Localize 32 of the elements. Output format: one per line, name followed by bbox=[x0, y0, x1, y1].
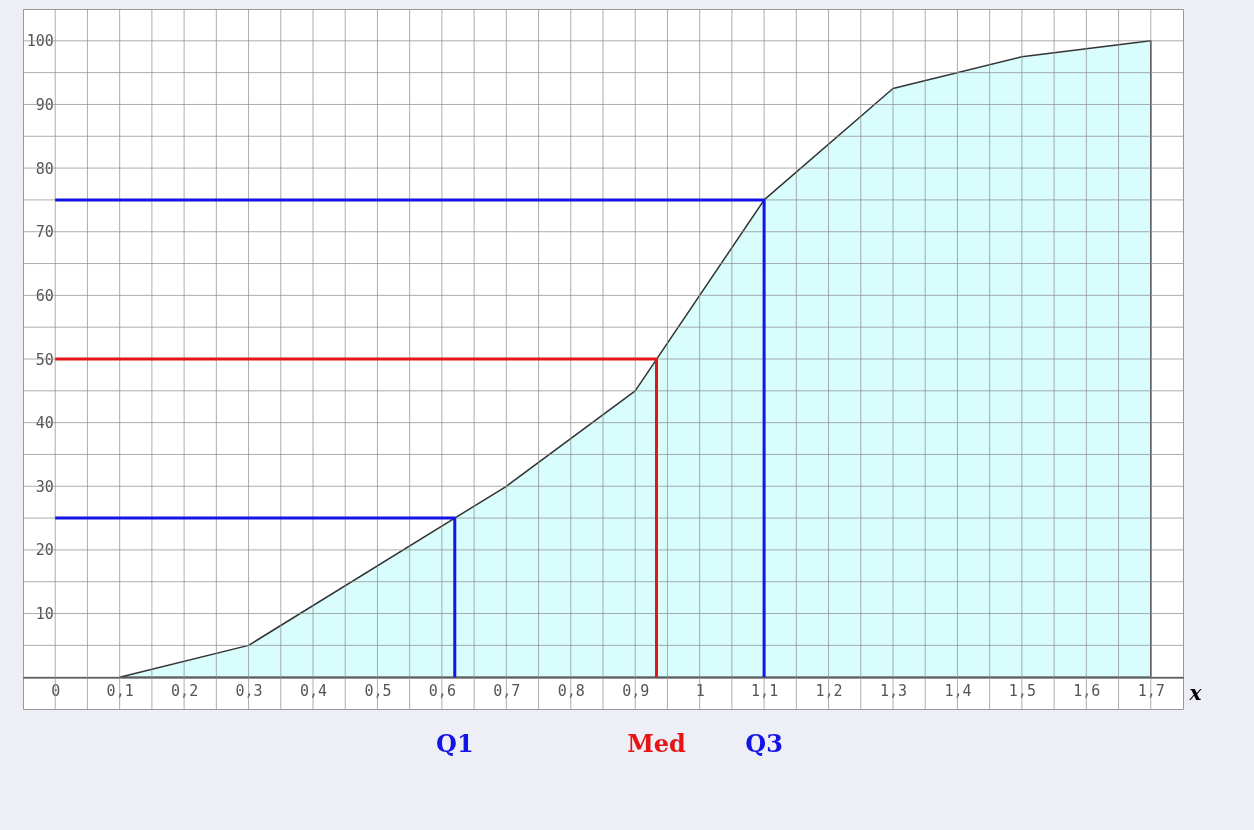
y-tick-label: 50 bbox=[35, 350, 54, 369]
x-tick-label: 1,5 bbox=[1008, 681, 1036, 700]
x-axis-title: x bbox=[1188, 680, 1203, 705]
x-tick-label: 0,6 bbox=[428, 681, 456, 700]
y-tick-label: 70 bbox=[35, 223, 54, 242]
x-tick-label: 0,7 bbox=[493, 681, 521, 700]
x-tick-label: 0,4 bbox=[299, 681, 328, 700]
annotation: Med bbox=[627, 729, 687, 758]
x-tick-label: 1,3 bbox=[879, 681, 908, 700]
y-tick-label: 80 bbox=[35, 159, 54, 178]
x-tick-label: 1,1 bbox=[751, 681, 779, 700]
y-tick-label: 10 bbox=[35, 605, 54, 624]
x-tick-label: 0,5 bbox=[364, 681, 392, 700]
y-tick-label: 60 bbox=[35, 286, 54, 305]
x-tick-label: 0,9 bbox=[622, 681, 650, 700]
x-tick-label: 0,3 bbox=[235, 681, 263, 700]
y-tick-label: 30 bbox=[35, 477, 54, 496]
y-tick-label: 40 bbox=[35, 414, 54, 433]
x-tick-label: 0,2 bbox=[171, 681, 199, 700]
x-tick-label: 1,7 bbox=[1137, 681, 1165, 700]
x-tick-label: 0 bbox=[51, 681, 61, 700]
y-tick-label: 90 bbox=[35, 95, 54, 114]
x-tick-label: 1,2 bbox=[815, 681, 843, 700]
y-tick-label: 20 bbox=[35, 541, 54, 560]
x-tick-label: 0,8 bbox=[557, 681, 585, 700]
x-tick-label: 1 bbox=[695, 681, 705, 700]
y-tick-label: 100 bbox=[26, 32, 54, 51]
x-tick-label: 1,6 bbox=[1073, 681, 1101, 700]
annotation: Q1 bbox=[435, 729, 474, 758]
annotation: Q3 bbox=[745, 729, 783, 758]
x-tick-label: 1,4 bbox=[944, 681, 972, 700]
x-tick-label: 0,1 bbox=[106, 681, 134, 700]
